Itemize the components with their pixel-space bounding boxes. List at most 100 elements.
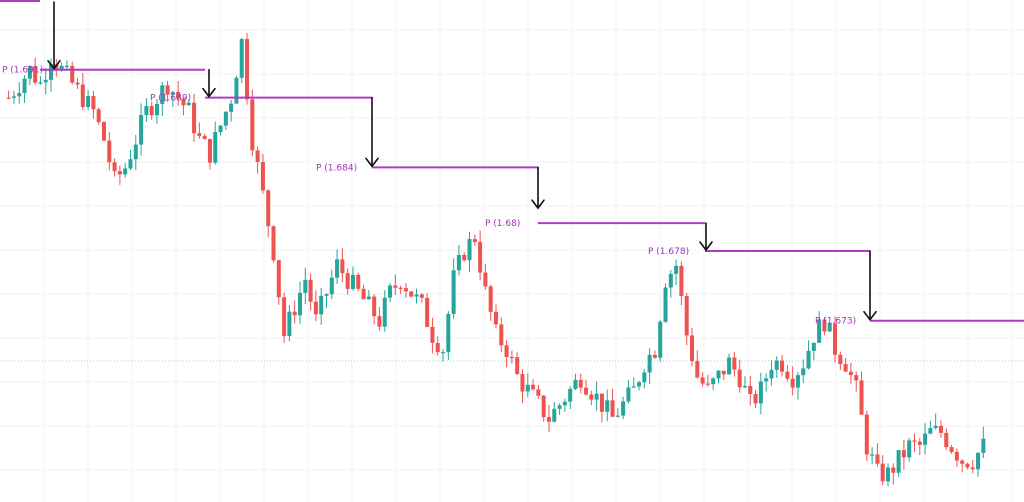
candle-up <box>451 270 456 314</box>
candle-up <box>49 64 54 80</box>
candle-up <box>647 354 652 373</box>
candle-up <box>213 132 218 163</box>
candle-up <box>605 400 610 412</box>
down-arrow <box>531 166 545 210</box>
candle-down <box>970 467 975 470</box>
candle-up <box>594 393 599 400</box>
candle-up <box>631 386 636 388</box>
down-arrow <box>699 222 713 252</box>
candle-down <box>398 287 403 289</box>
candle-down <box>504 345 509 358</box>
candle-down <box>96 109 101 123</box>
candle-up <box>324 294 329 296</box>
candle-up <box>22 78 27 94</box>
candle-up <box>43 79 48 83</box>
candle-down <box>785 371 790 379</box>
candle-up <box>711 378 716 385</box>
candle-down <box>282 297 287 337</box>
candle-down <box>599 393 604 412</box>
candle-up <box>11 96 16 98</box>
candle-down <box>891 467 896 473</box>
candle-down <box>91 96 96 110</box>
candle-down <box>345 273 350 289</box>
pivot-level-label: P (1.673) <box>815 317 856 327</box>
candle-up <box>976 452 981 470</box>
candle-down <box>737 369 742 388</box>
candle-up <box>658 321 663 358</box>
candle-up <box>27 66 32 79</box>
candle-up <box>817 319 822 343</box>
candle-down <box>753 393 758 404</box>
candle-down <box>515 357 520 375</box>
candle-down <box>531 384 536 390</box>
top-left-marker <box>0 0 40 2</box>
candle-down <box>430 326 435 343</box>
candle-up <box>329 277 334 295</box>
candle-down <box>70 65 75 83</box>
candle-up <box>933 425 938 429</box>
candle-up <box>562 401 567 406</box>
candle-up <box>297 292 303 316</box>
candle-down <box>462 254 467 261</box>
candle-down <box>409 291 414 297</box>
candle-up <box>981 438 986 453</box>
candle-down <box>260 162 265 191</box>
candle-up <box>806 350 811 369</box>
candle-up <box>456 254 461 271</box>
candle-down <box>478 242 483 273</box>
candle-down <box>695 361 700 378</box>
candle-up <box>642 372 647 383</box>
candle-up <box>17 93 22 97</box>
down-arrows <box>47 1 877 322</box>
candle-up <box>870 454 875 456</box>
candle-down <box>192 102 197 134</box>
candle-up <box>86 96 91 107</box>
candle-up <box>637 382 642 387</box>
candle-up <box>674 265 679 274</box>
candle-down <box>859 380 864 415</box>
candle-up <box>303 279 308 293</box>
candle-up <box>128 159 133 169</box>
candle-down <box>165 85 170 95</box>
candle-up <box>218 125 223 133</box>
candle-down <box>112 162 117 172</box>
candle-down <box>721 370 726 375</box>
candle-up <box>123 168 128 175</box>
candle-down <box>202 135 207 140</box>
candle-down <box>181 98 186 106</box>
candle-up <box>525 384 530 392</box>
candle-up <box>827 323 832 332</box>
candle-down <box>848 371 853 376</box>
candle-down <box>75 82 80 85</box>
candle-up <box>727 357 732 375</box>
candle-up <box>668 273 673 288</box>
candle-up <box>154 103 159 116</box>
candle-down <box>584 387 589 395</box>
candle-down <box>954 451 959 461</box>
candle-down <box>917 441 922 445</box>
candle-down <box>245 39 250 100</box>
candle-up <box>801 368 806 376</box>
candle-down <box>748 385 753 394</box>
candle-up <box>239 39 244 78</box>
candle-up <box>229 103 234 112</box>
candle-down <box>313 301 318 315</box>
candle-up <box>811 342 816 351</box>
candle-up <box>621 401 626 416</box>
candle-down <box>493 311 499 325</box>
candle-down <box>949 447 954 452</box>
candle-down <box>880 463 885 482</box>
candle-up <box>716 370 721 379</box>
candle-down <box>292 311 297 316</box>
candle-down <box>965 463 970 468</box>
candle-down <box>308 279 313 302</box>
candle-down <box>700 377 705 384</box>
candle-up <box>557 405 562 409</box>
candle-down <box>780 360 785 372</box>
candle-down <box>266 190 271 227</box>
candle-down <box>536 389 541 396</box>
candle-down <box>684 295 689 336</box>
candle-down <box>276 260 281 298</box>
candle-down <box>207 139 212 163</box>
